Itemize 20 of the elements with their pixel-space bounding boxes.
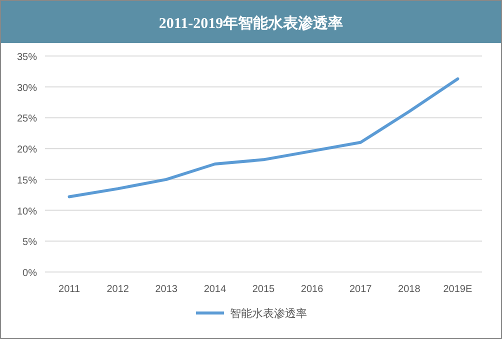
chart-title: 2011-2019年智能水表渗透率 [158, 14, 344, 32]
x-tick-label: 2012 [106, 284, 130, 295]
x-tick-label: 2015 [252, 284, 276, 295]
y-tick-label: 20% [16, 144, 38, 156]
y-tick-label: 35% [16, 52, 38, 63]
y-tick-label: 30% [16, 82, 38, 94]
y-tick-label: 25% [16, 114, 38, 125]
x-tick-label: 2019E [443, 284, 473, 295]
x-tick-label: 2011 [58, 284, 80, 295]
y-tick-label: 15% [16, 175, 38, 186]
x-tick-label: 2017 [349, 284, 372, 295]
line-series [68, 77, 460, 198]
x-tick-label: 2013 [155, 284, 178, 295]
x-tick-label: 2016 [300, 284, 324, 295]
legend-label: 智能水表渗透率 [230, 307, 307, 320]
x-tick-label: 2018 [398, 284, 421, 295]
x-tick-label: 2014 [204, 284, 227, 295]
y-tick-label: 5% [22, 237, 38, 248]
y-tick-label: 10% [16, 206, 38, 218]
y-tick-label: 0% [22, 268, 38, 279]
